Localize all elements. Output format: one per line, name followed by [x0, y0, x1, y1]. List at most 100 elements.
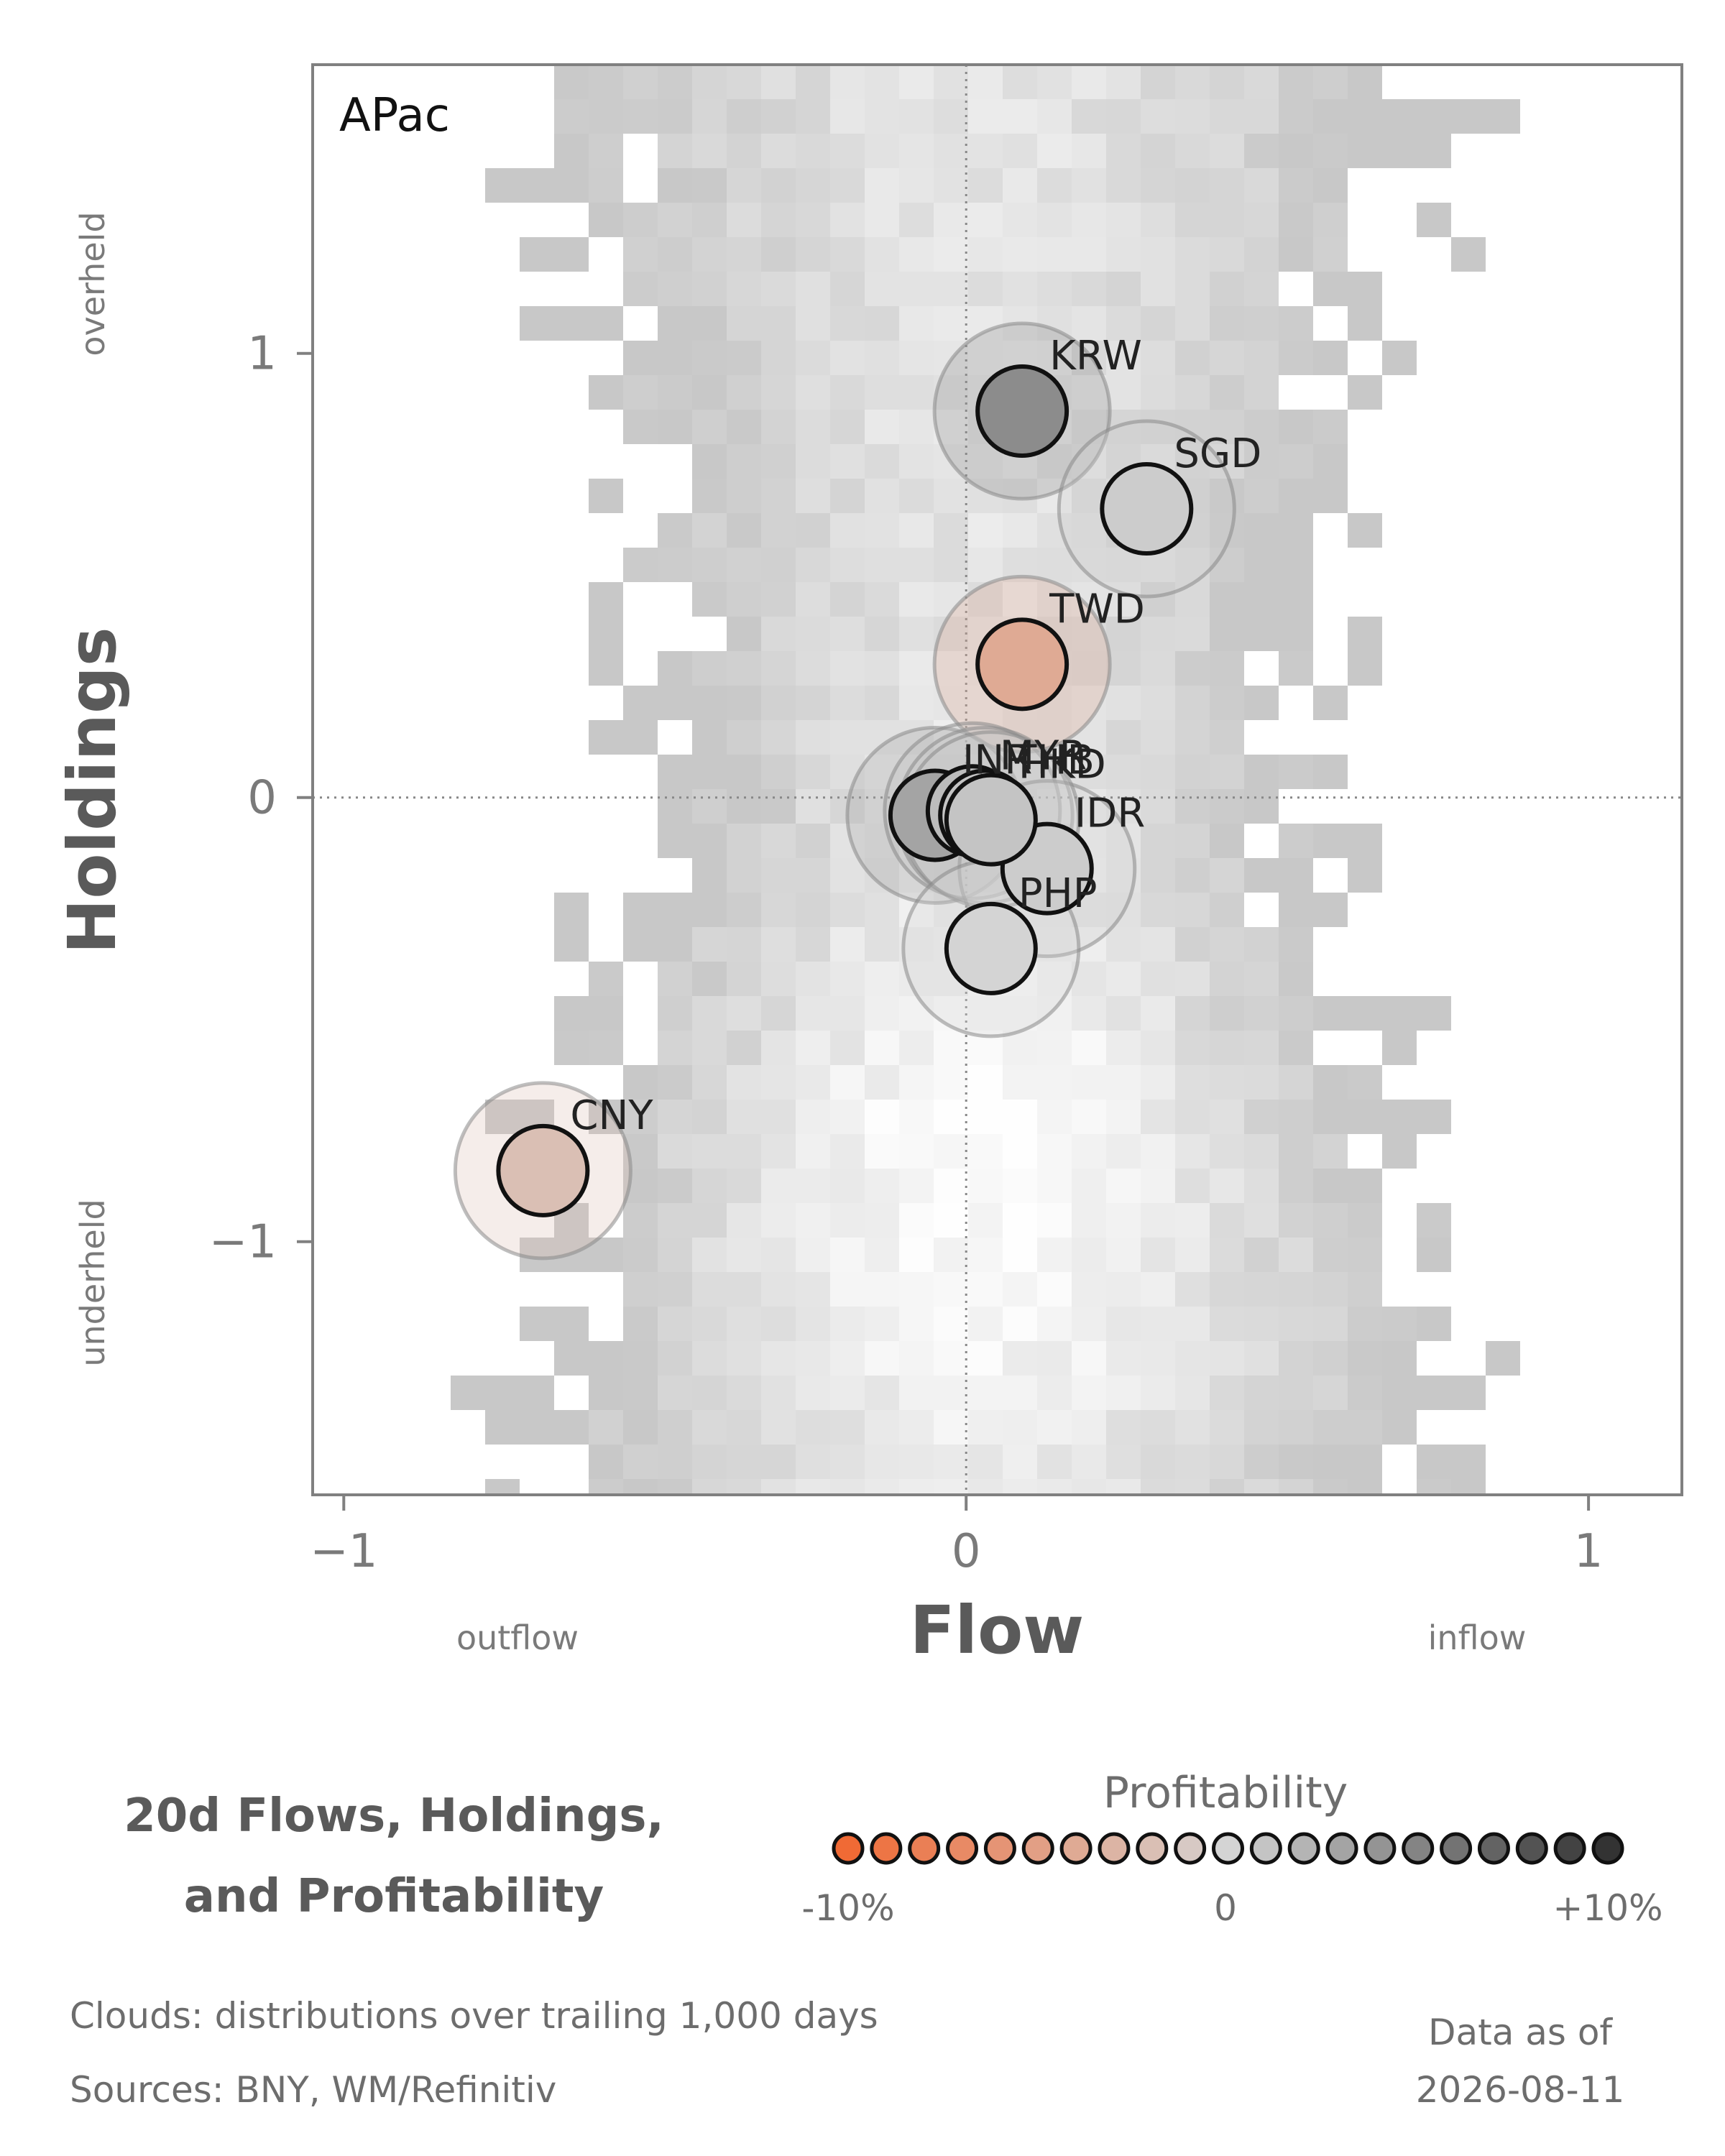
- cloud-cell: [692, 237, 727, 272]
- cloud-cell: [1279, 479, 1313, 513]
- cloud-cell: [830, 513, 865, 548]
- cloud-cell: [1382, 99, 1417, 134]
- data-as-of-date: 2026-08-11: [1416, 2069, 1625, 2111]
- cloud-cell: [1313, 1065, 1348, 1100]
- cloud-cell: [1003, 513, 1037, 548]
- legend-swatch: [1363, 1832, 1397, 1865]
- cloud-cell: [1279, 99, 1313, 134]
- cloud-cell: [623, 65, 658, 99]
- cloud-cell: [934, 1376, 968, 1410]
- cloud-cell: [830, 617, 865, 651]
- cloud-cell: [1141, 1479, 1175, 1495]
- cloud-cell: [658, 651, 692, 686]
- cloud-cell: [1279, 1445, 1313, 1479]
- cloud-cell: [1210, 375, 1244, 410]
- cloud-cell: [1348, 99, 1382, 134]
- cloud-cell: [1037, 962, 1072, 996]
- cloud-cell: [692, 755, 727, 789]
- cloud-cell: [1072, 1169, 1106, 1203]
- cloud-cell: [1106, 1065, 1141, 1100]
- cloud-cell: [1279, 1272, 1313, 1307]
- cloud-cell: [796, 237, 830, 272]
- cloud-cell: [1244, 617, 1279, 651]
- cloud-cell: [658, 1100, 692, 1134]
- cloud-cell: [865, 651, 899, 686]
- cloud-cell: [1072, 513, 1106, 548]
- cloud-cell: [1244, 168, 1279, 203]
- cloud-cell: [830, 410, 865, 444]
- data-point: [975, 364, 1070, 459]
- cloud-cell: [865, 99, 899, 134]
- cloud-cell: [761, 479, 796, 513]
- cloud-cell: [1106, 1479, 1141, 1495]
- legend-swatch: [1059, 1832, 1092, 1865]
- cloud-cell: [1072, 410, 1106, 444]
- cloud-cell: [761, 1238, 796, 1272]
- cloud-cell: [727, 341, 761, 375]
- cloud-cell: [1037, 548, 1072, 582]
- legend-swatch: [1591, 1832, 1624, 1865]
- cloud-cell: [1175, 962, 1210, 996]
- cloud-cell: [589, 962, 623, 996]
- cloud-cell: [589, 1031, 623, 1065]
- cloud-cell: [1106, 1203, 1141, 1238]
- cloud-cell: [899, 1031, 934, 1065]
- cloud-cell: [830, 306, 865, 341]
- cloud-cell: [727, 134, 761, 168]
- cloud-cell: [1348, 65, 1382, 99]
- cloud-cell: [796, 1065, 830, 1100]
- chart-caption-line2: and Profitability: [184, 1870, 604, 1923]
- cloud-cell: [623, 1065, 658, 1100]
- cloud-cell: [899, 410, 934, 444]
- cloud-cell: [1210, 410, 1244, 444]
- cloud-cell: [1244, 99, 1279, 134]
- cloud-cell: [1348, 1479, 1382, 1495]
- cloud-cell: [658, 1169, 692, 1203]
- cloud-cell: [1313, 134, 1348, 168]
- cloud-cell: [796, 479, 830, 513]
- cloud-cell: [899, 1479, 934, 1495]
- cloud-cell: [1106, 1169, 1141, 1203]
- cloud-cell: [727, 410, 761, 444]
- cloud-cell: [796, 651, 830, 686]
- cloud-cell: [968, 306, 1003, 341]
- cloud-cell: [727, 962, 761, 996]
- cloud-cell: [1037, 1376, 1072, 1410]
- cloud-cell: [1106, 1134, 1141, 1169]
- cloud-cell: [796, 893, 830, 927]
- cloud-cell: [968, 582, 1003, 617]
- cloud-cell: [1348, 858, 1382, 893]
- cloud-cell: [727, 1238, 761, 1272]
- cloud-cell: [899, 582, 934, 617]
- cloud-cell: [520, 1410, 554, 1445]
- cloud-cell: [589, 996, 623, 1031]
- cloud-cell: [485, 1100, 520, 1134]
- cloud-cell: [692, 1376, 727, 1410]
- cloud-cell: [1037, 1100, 1072, 1134]
- cloud-cell: [727, 996, 761, 1031]
- cloud-cell: [727, 1100, 761, 1134]
- y-tick-label: 1: [247, 328, 277, 381]
- cloud-cell: [1210, 1272, 1244, 1307]
- cloud-cell: [761, 858, 796, 893]
- cloud-cell: [692, 927, 727, 962]
- cloud-cell: [1382, 1307, 1417, 1341]
- cloud-cell: [1279, 893, 1313, 927]
- cloud-cell: [761, 1376, 796, 1410]
- cloud-cell: [1210, 755, 1244, 789]
- cloud-cell: [1279, 1410, 1313, 1445]
- cloud-cell: [1348, 306, 1382, 341]
- cloud-cell: [796, 306, 830, 341]
- cloud-cell: [1348, 1445, 1382, 1479]
- cloud-cell: [1175, 1445, 1210, 1479]
- cloud-cell: [658, 306, 692, 341]
- cloud-cell: [865, 1065, 899, 1100]
- cloud-cell: [830, 548, 865, 582]
- cloud-cell: [1003, 1134, 1037, 1169]
- cloud-cell: [1141, 272, 1175, 306]
- cloud-cell: [830, 479, 865, 513]
- cloud-cell: [796, 548, 830, 582]
- cloud-cell: [899, 1272, 934, 1307]
- cloud-cell: [1279, 1307, 1313, 1341]
- cloud-cell: [451, 1376, 485, 1410]
